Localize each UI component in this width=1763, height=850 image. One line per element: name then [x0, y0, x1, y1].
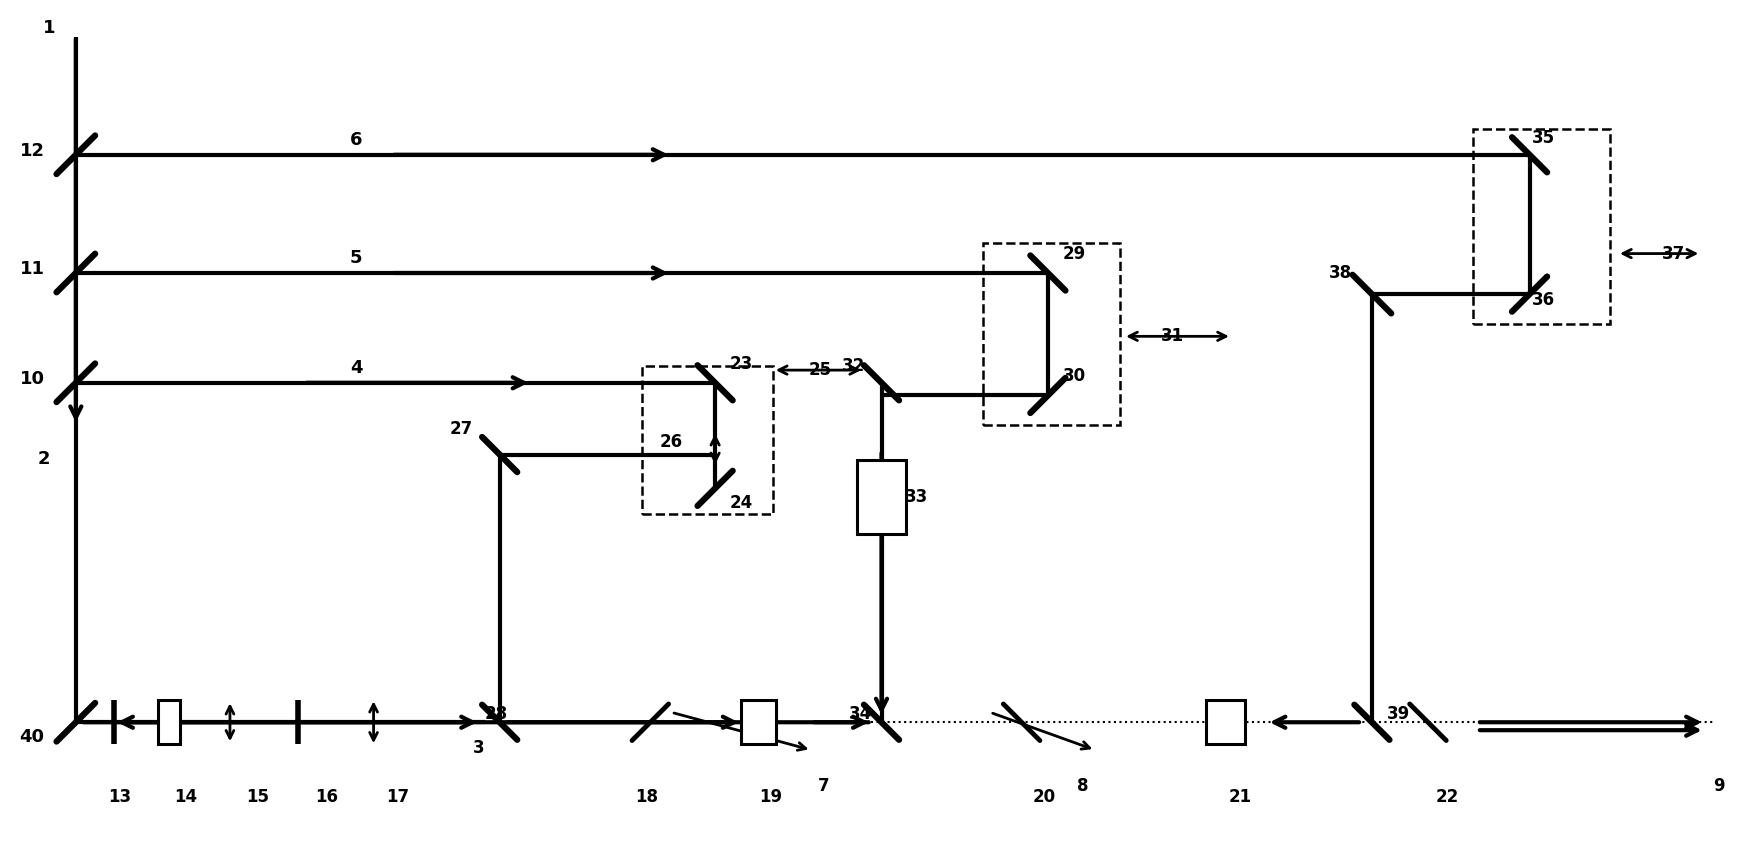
- Text: 35: 35: [1532, 129, 1555, 147]
- Text: 13: 13: [108, 788, 130, 806]
- Text: 36: 36: [1532, 291, 1555, 309]
- Bar: [742, 700, 776, 744]
- Text: 25: 25: [809, 361, 832, 379]
- Text: 33: 33: [904, 488, 927, 506]
- Text: 37: 37: [1661, 245, 1685, 263]
- Text: 24: 24: [730, 494, 753, 512]
- Text: 12: 12: [19, 142, 44, 160]
- Text: 20: 20: [1033, 788, 1056, 806]
- Text: 8: 8: [1077, 778, 1090, 796]
- Text: 3: 3: [472, 739, 485, 756]
- Text: 29: 29: [1063, 245, 1086, 263]
- Text: 14: 14: [175, 788, 197, 806]
- Text: 31: 31: [1160, 327, 1183, 345]
- Text: 1: 1: [44, 19, 56, 37]
- Text: 15: 15: [247, 788, 270, 806]
- Text: 40: 40: [19, 728, 44, 746]
- Text: 28: 28: [485, 705, 508, 722]
- Text: 5: 5: [349, 249, 363, 267]
- Text: 30: 30: [1063, 367, 1086, 385]
- Text: 34: 34: [848, 705, 873, 722]
- Text: 23: 23: [730, 355, 753, 373]
- Bar: [857, 460, 906, 534]
- Text: 11: 11: [19, 260, 44, 278]
- Text: 9: 9: [1714, 778, 1724, 796]
- Bar: [984, 243, 1120, 425]
- Text: 17: 17: [386, 788, 409, 806]
- Text: 16: 16: [316, 788, 338, 806]
- Text: 22: 22: [1435, 788, 1458, 806]
- Bar: [1206, 700, 1245, 744]
- Text: 7: 7: [818, 778, 830, 796]
- Text: 6: 6: [349, 131, 363, 149]
- Bar: [1474, 129, 1610, 324]
- Text: 4: 4: [349, 359, 363, 377]
- Text: 18: 18: [635, 788, 658, 806]
- Text: 26: 26: [659, 433, 682, 451]
- Text: 2: 2: [39, 450, 51, 468]
- Text: 39: 39: [1386, 705, 1410, 722]
- Bar: [642, 366, 772, 513]
- Text: 19: 19: [760, 788, 783, 806]
- Text: 38: 38: [1329, 264, 1352, 282]
- Text: 32: 32: [843, 357, 866, 375]
- Text: 10: 10: [19, 370, 44, 388]
- Text: 27: 27: [450, 420, 472, 439]
- Text: 21: 21: [1229, 788, 1252, 806]
- Bar: [159, 700, 180, 744]
